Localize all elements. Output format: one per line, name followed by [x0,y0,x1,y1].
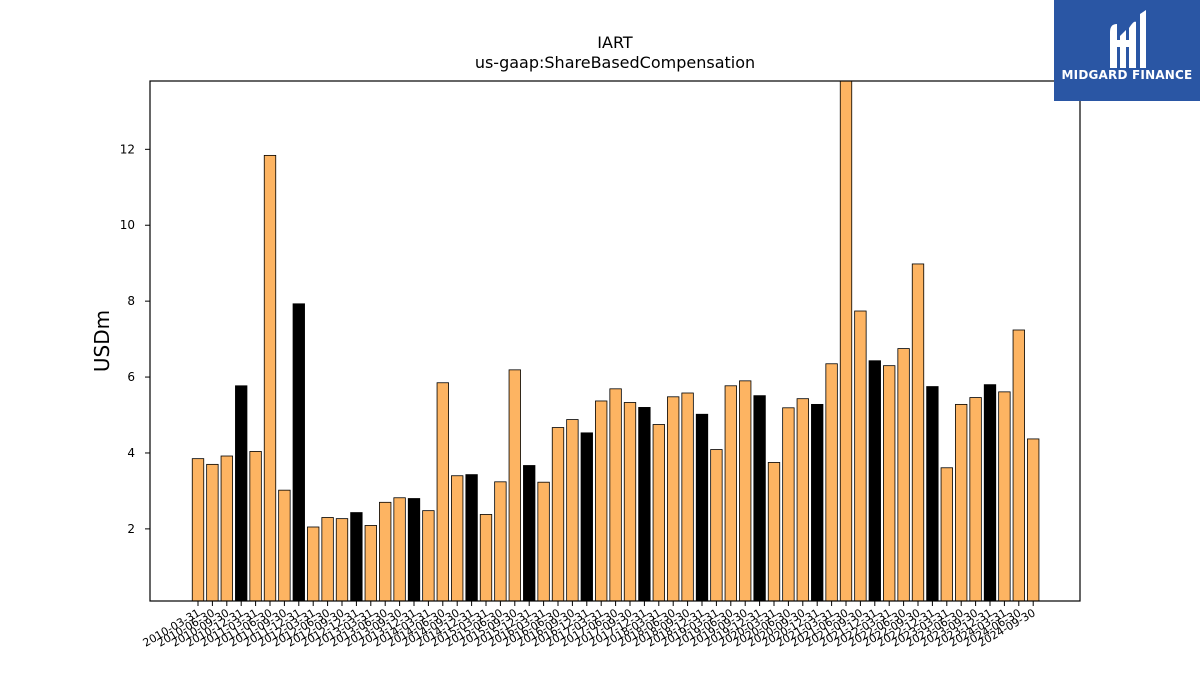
bar-2016-03-31 [537,481,550,602]
bar-2011-12-31 [292,303,305,602]
y-axis: 2 4 6 8 10 12 [120,142,150,536]
bar-2022-09-30 [911,263,925,602]
bar-2012-06-30 [321,517,334,602]
y-tick-label: 8 [127,294,135,308]
bar-2014-06-30 [436,382,449,602]
bar-2015-09-30 [508,369,521,602]
bar-2012-03-31 [307,526,320,602]
y-tick-label: 10 [120,218,135,232]
bar-2019-03-31 [710,449,723,602]
bar-2019-12-31 [753,395,766,602]
bar-2021-06-30 [839,80,853,602]
brand-logo: MIDGARD FINANCE [1054,0,1200,101]
bar-2010-09-30 [220,455,233,602]
bar-2022-06-30 [897,348,910,602]
bar-2014-12-31 [465,474,478,602]
bar-2013-06-30 [379,501,392,602]
y-tick-label: 6 [127,370,135,384]
bar-2013-03-31 [364,525,377,602]
bar-2016-09-30 [566,419,579,602]
bar-2023-06-30 [955,403,968,602]
bar-2011-09-30 [278,489,291,602]
bar-2012-09-30 [335,518,349,602]
bar-2016-12-31 [580,432,593,602]
bar-2020-03-31 [767,462,781,602]
y-tick-label: 2 [127,522,135,536]
bar-2024-06-30 [1012,329,1025,602]
bars-group [191,80,1040,602]
bar-2017-12-31 [638,407,651,602]
plot-frame [149,80,1081,602]
chart-subtitle: us-gaap:ShareBasedCompensation [475,53,755,72]
bar-2015-06-30 [494,481,507,602]
bar-2021-12-31 [868,360,881,602]
bar-2011-03-31 [249,451,262,602]
bar-2022-03-31 [883,365,896,602]
bar-2018-09-30 [681,392,694,602]
y-axis-label: USDm [90,310,114,372]
bar-2018-12-31 [695,413,709,602]
bar-2017-09-30 [623,402,637,602]
bar-2023-03-31 [940,467,953,602]
bar-2017-06-30 [609,388,622,602]
bar-2023-12-31 [983,384,997,602]
logo-mark-icon [1110,10,1146,68]
bar-2023-09-30 [969,397,982,602]
bar-2017-03-31 [595,400,608,602]
bar-2014-09-30 [451,475,464,602]
bar-2010-12-31 [235,385,248,602]
logo-text: MIDGARD FINANCE [1061,68,1193,82]
bar-2020-12-31 [811,403,824,602]
y-tick-label: 4 [127,446,135,460]
bar-2020-06-30 [782,407,795,602]
x-axis: 2010-03-312010-06-302010-09-302010-12-31… [141,601,1038,650]
bar-2024-03-31 [998,391,1011,602]
bar-2020-09-30 [796,398,809,602]
bar-2016-06-30 [551,427,565,602]
bar-2011-06-30 [263,154,277,602]
bar-2019-06-30 [724,385,737,602]
bar-2010-03-31 [191,458,205,602]
bar-2015-12-31 [523,465,536,602]
y-tick-label: 12 [120,142,135,156]
bar-2013-12-31 [407,498,421,602]
bar-2013-09-30 [393,497,406,602]
bar-2018-06-30 [667,396,680,602]
bar-2019-09-30 [739,380,752,602]
bar-2012-12-31 [350,512,363,602]
bar-2018-03-31 [652,424,665,602]
chart-title: IART [597,33,633,52]
bar-2024-09-30 [1027,438,1040,602]
bar-2022-12-31 [926,386,939,602]
bar-2015-03-31 [479,514,493,602]
bar-2010-06-30 [206,463,219,602]
bar-2014-03-31 [422,510,435,602]
bar-2021-09-30 [854,310,867,602]
bar-2021-03-31 [825,363,838,602]
